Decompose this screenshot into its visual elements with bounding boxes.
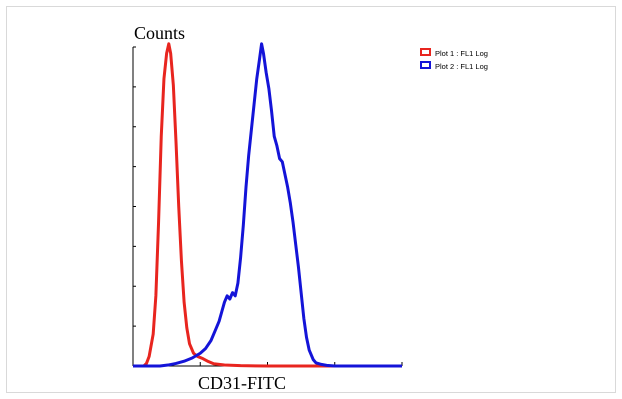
legend-entry-2: Plot 2 : FL1 Log: [420, 61, 488, 71]
series-line-2: [133, 42, 402, 368]
series-layer: [133, 42, 402, 368]
legend-entry-1: Plot 1 : FL1 Log: [420, 48, 488, 58]
legend: Plot 1 : FL1 Log Plot 2 : FL1 Log: [420, 48, 488, 71]
y-axis-label: Counts: [134, 23, 185, 43]
legend-swatch-1: [420, 48, 431, 56]
legend-swatch-2: [420, 61, 431, 69]
legend-label-1: Plot 1 : FL1 Log: [435, 49, 488, 58]
series-line-1: [133, 42, 402, 368]
chart-frame: [6, 6, 616, 393]
legend-label-2: Plot 2 : FL1 Log: [435, 62, 488, 71]
x-axis-label: CD31-FITC: [198, 373, 286, 393]
